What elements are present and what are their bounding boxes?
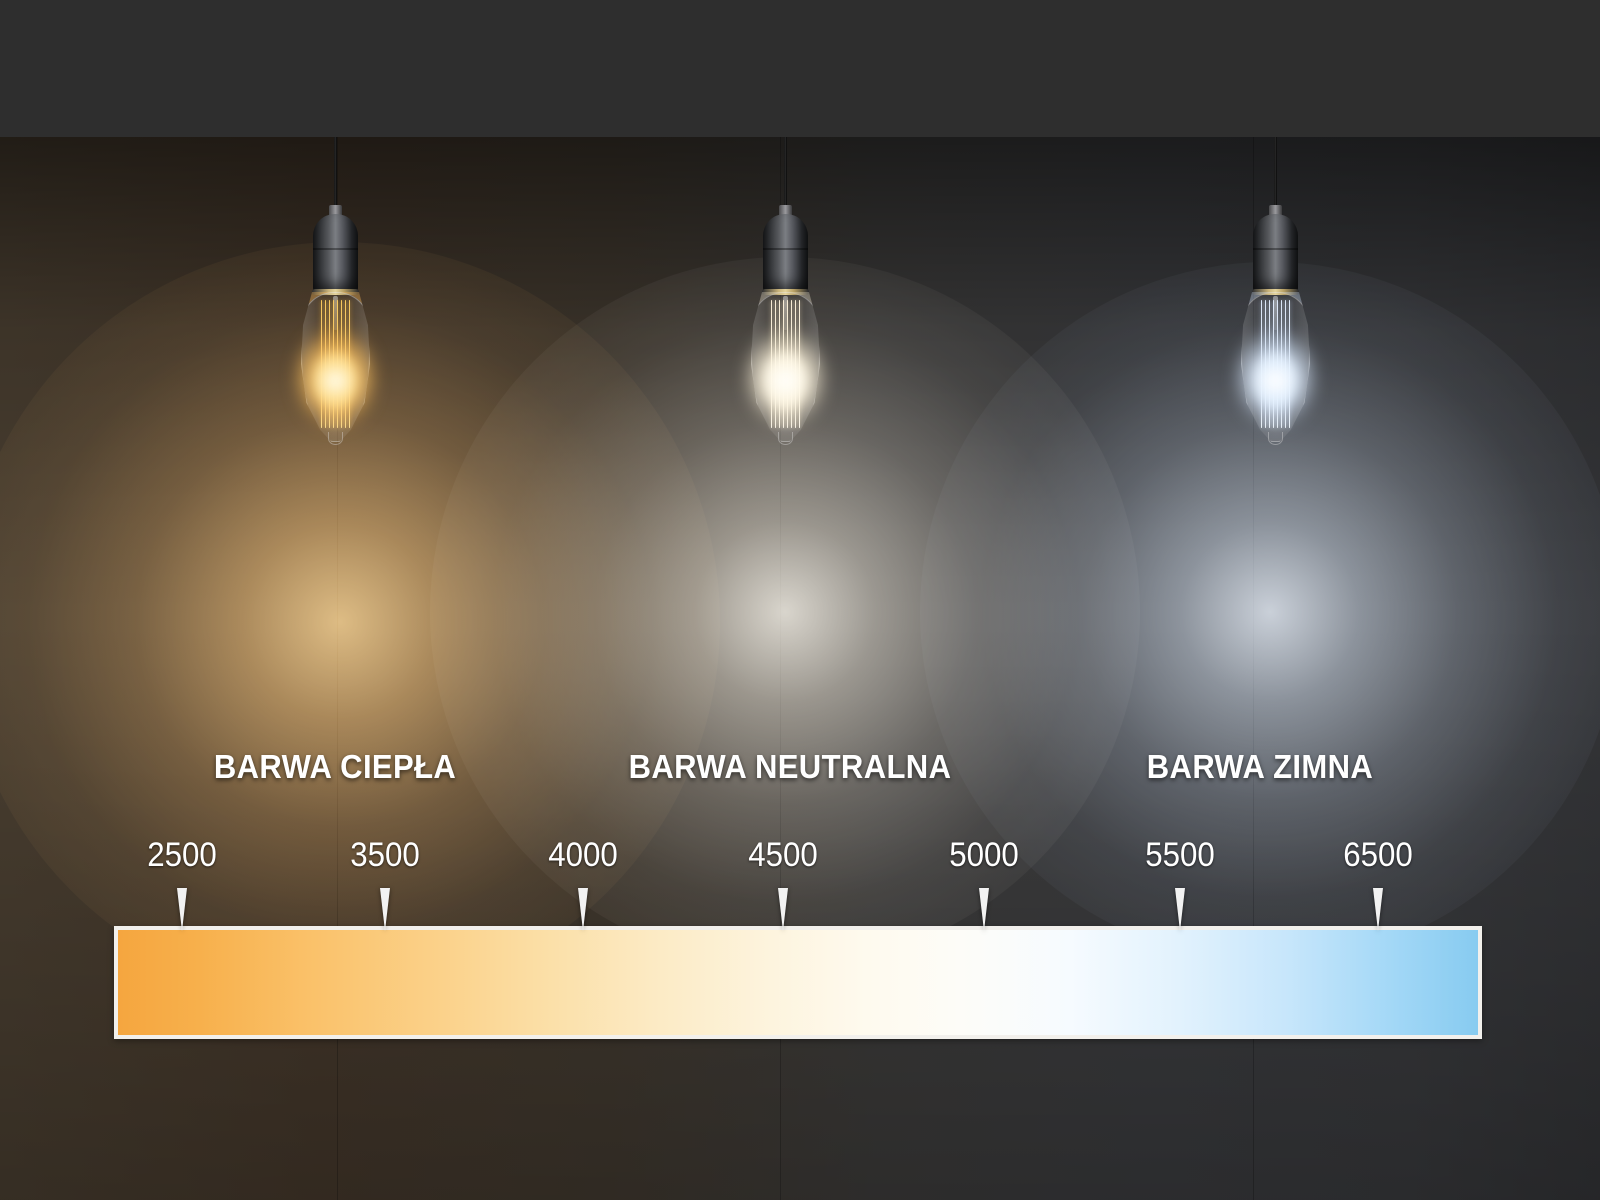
scale-tick-value: 6500: [1343, 836, 1413, 874]
scale-tick-marker-icon: [1175, 888, 1185, 931]
category-label-cool: BARWA ZIMNA: [1146, 748, 1374, 785]
scale-tick-value: 4000: [548, 836, 618, 874]
header-band: [0, 0, 1600, 137]
category-label-warm: BARWA CIEPŁA: [213, 748, 457, 785]
scale-tick-value: 4500: [748, 836, 818, 874]
bulb-tip: [328, 432, 343, 445]
bulb-tip: [778, 432, 793, 445]
scale-tick-value: 5000: [949, 836, 1019, 874]
bulb-socket: [313, 214, 358, 292]
bulb-tip: [1268, 432, 1283, 445]
scale-tick-marker-icon: [1373, 888, 1383, 931]
bulb-light-hotspot: [315, 352, 356, 410]
category-label-neutral: BARWA NEUTRALNA: [628, 748, 952, 785]
scale-tick-marker-icon: [177, 888, 187, 931]
bulb-light-hotspot: [765, 352, 806, 410]
color-temperature-bar: [114, 926, 1482, 1039]
wall-seam: [1253, 137, 1254, 1200]
bulb-socket: [763, 214, 808, 292]
scale-tick-marker-icon: [778, 888, 788, 931]
scale-tick-value: 3500: [350, 836, 420, 874]
bulb-light-hotspot: [1255, 352, 1296, 410]
scale-tick-value: 2500: [147, 836, 217, 874]
color-temperature-gradient: [118, 930, 1478, 1035]
scale-tick-marker-icon: [578, 888, 588, 931]
scale-tick-value: 5500: [1145, 836, 1215, 874]
scale-tick-marker-icon: [380, 888, 390, 931]
scale-tick-marker-icon: [979, 888, 989, 931]
bulb-socket: [1253, 214, 1298, 292]
